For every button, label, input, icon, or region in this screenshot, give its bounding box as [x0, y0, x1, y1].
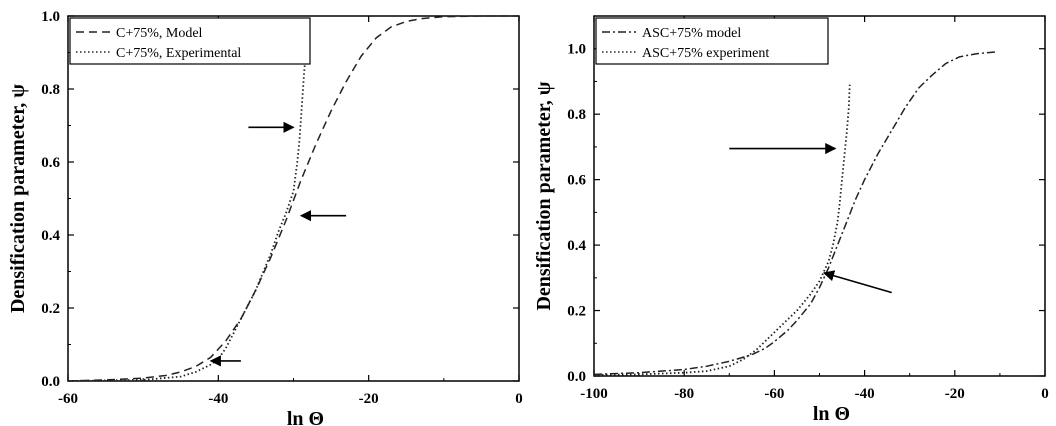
- chart2-y-tick-label: 0.8: [567, 107, 586, 123]
- chart1-group: -60 -40 -20 0 0.0 0.2 0.4 0.6 0.8 1.0 ln Θ Densific…: [7, 9, 523, 426]
- chart2-x-tick-label: -40: [855, 386, 875, 402]
- chart2-x-tick-label: 0: [1041, 386, 1049, 402]
- chart1-y-axis-title: Densification parameter, ψ: [7, 84, 29, 313]
- chart2-y-axis-title: Densification parameter, ψ: [533, 81, 555, 310]
- chart2-x-tick-label: -100: [580, 386, 608, 402]
- chart2-plot-frame: [593, 15, 1046, 377]
- chart2-x-tick-label: -80: [674, 386, 694, 402]
- chart1-x-tick-label: -60: [58, 391, 78, 407]
- chart2-series-1-line: [593, 51, 996, 376]
- chart2-annotation-arrow: [822, 270, 892, 294]
- chart1-x-tick-label: -20: [359, 391, 379, 407]
- chart1-y-tick-label: 0.8: [41, 82, 60, 98]
- chart1-series-1-line: [67, 15, 519, 382]
- chart2-x-tick-label: -20: [945, 386, 965, 402]
- chart2-x-axis-title: ln Θ: [813, 403, 850, 425]
- chart2-series-2-line: [593, 84, 851, 376]
- chart1-y-tick-label: 0.4: [41, 228, 60, 244]
- chart1-x-tick-label: 0: [515, 391, 523, 407]
- chart1-y-tick-label: 1.0: [41, 9, 60, 25]
- chart1-y-tick-label: 0.0: [41, 374, 60, 390]
- chart1-y-tick-label: 0.6: [41, 155, 60, 171]
- chart1-series-2-line: [67, 56, 307, 382]
- chart2-y-tick-label: 1.0: [567, 42, 586, 58]
- chart1-legend-label: C+75%, Experimental: [116, 46, 241, 61]
- chart2-legend-box: [595, 17, 829, 65]
- chart2-legend-label: ASC+75% model: [642, 26, 741, 41]
- chart1-x-tick-label: -40: [208, 391, 228, 407]
- chart1-x-axis-title: ln Θ: [287, 408, 324, 426]
- chart2-y-tick-label: 0.4: [567, 238, 586, 254]
- chart1-y-tick-label: 0.2: [41, 301, 60, 317]
- chart2-y-tick-label: 0.2: [567, 304, 586, 320]
- chart2-y-tick-label: 0.6: [567, 173, 586, 189]
- chart1-legend-box: [69, 17, 311, 65]
- chart2-x-tick-label: -60: [764, 386, 784, 402]
- chart2-y-tick-label: 0.0: [567, 369, 586, 385]
- chart2-legend-label: ASC+75% experiment: [642, 46, 769, 61]
- chart1-legend-label: C+75%, Model: [116, 26, 203, 41]
- chart2-group: -100 -80 -60 -40 -20 0 0.0 0.2 0.4 0.6 0.8 1.0 ln Θ D…: [533, 15, 1049, 425]
